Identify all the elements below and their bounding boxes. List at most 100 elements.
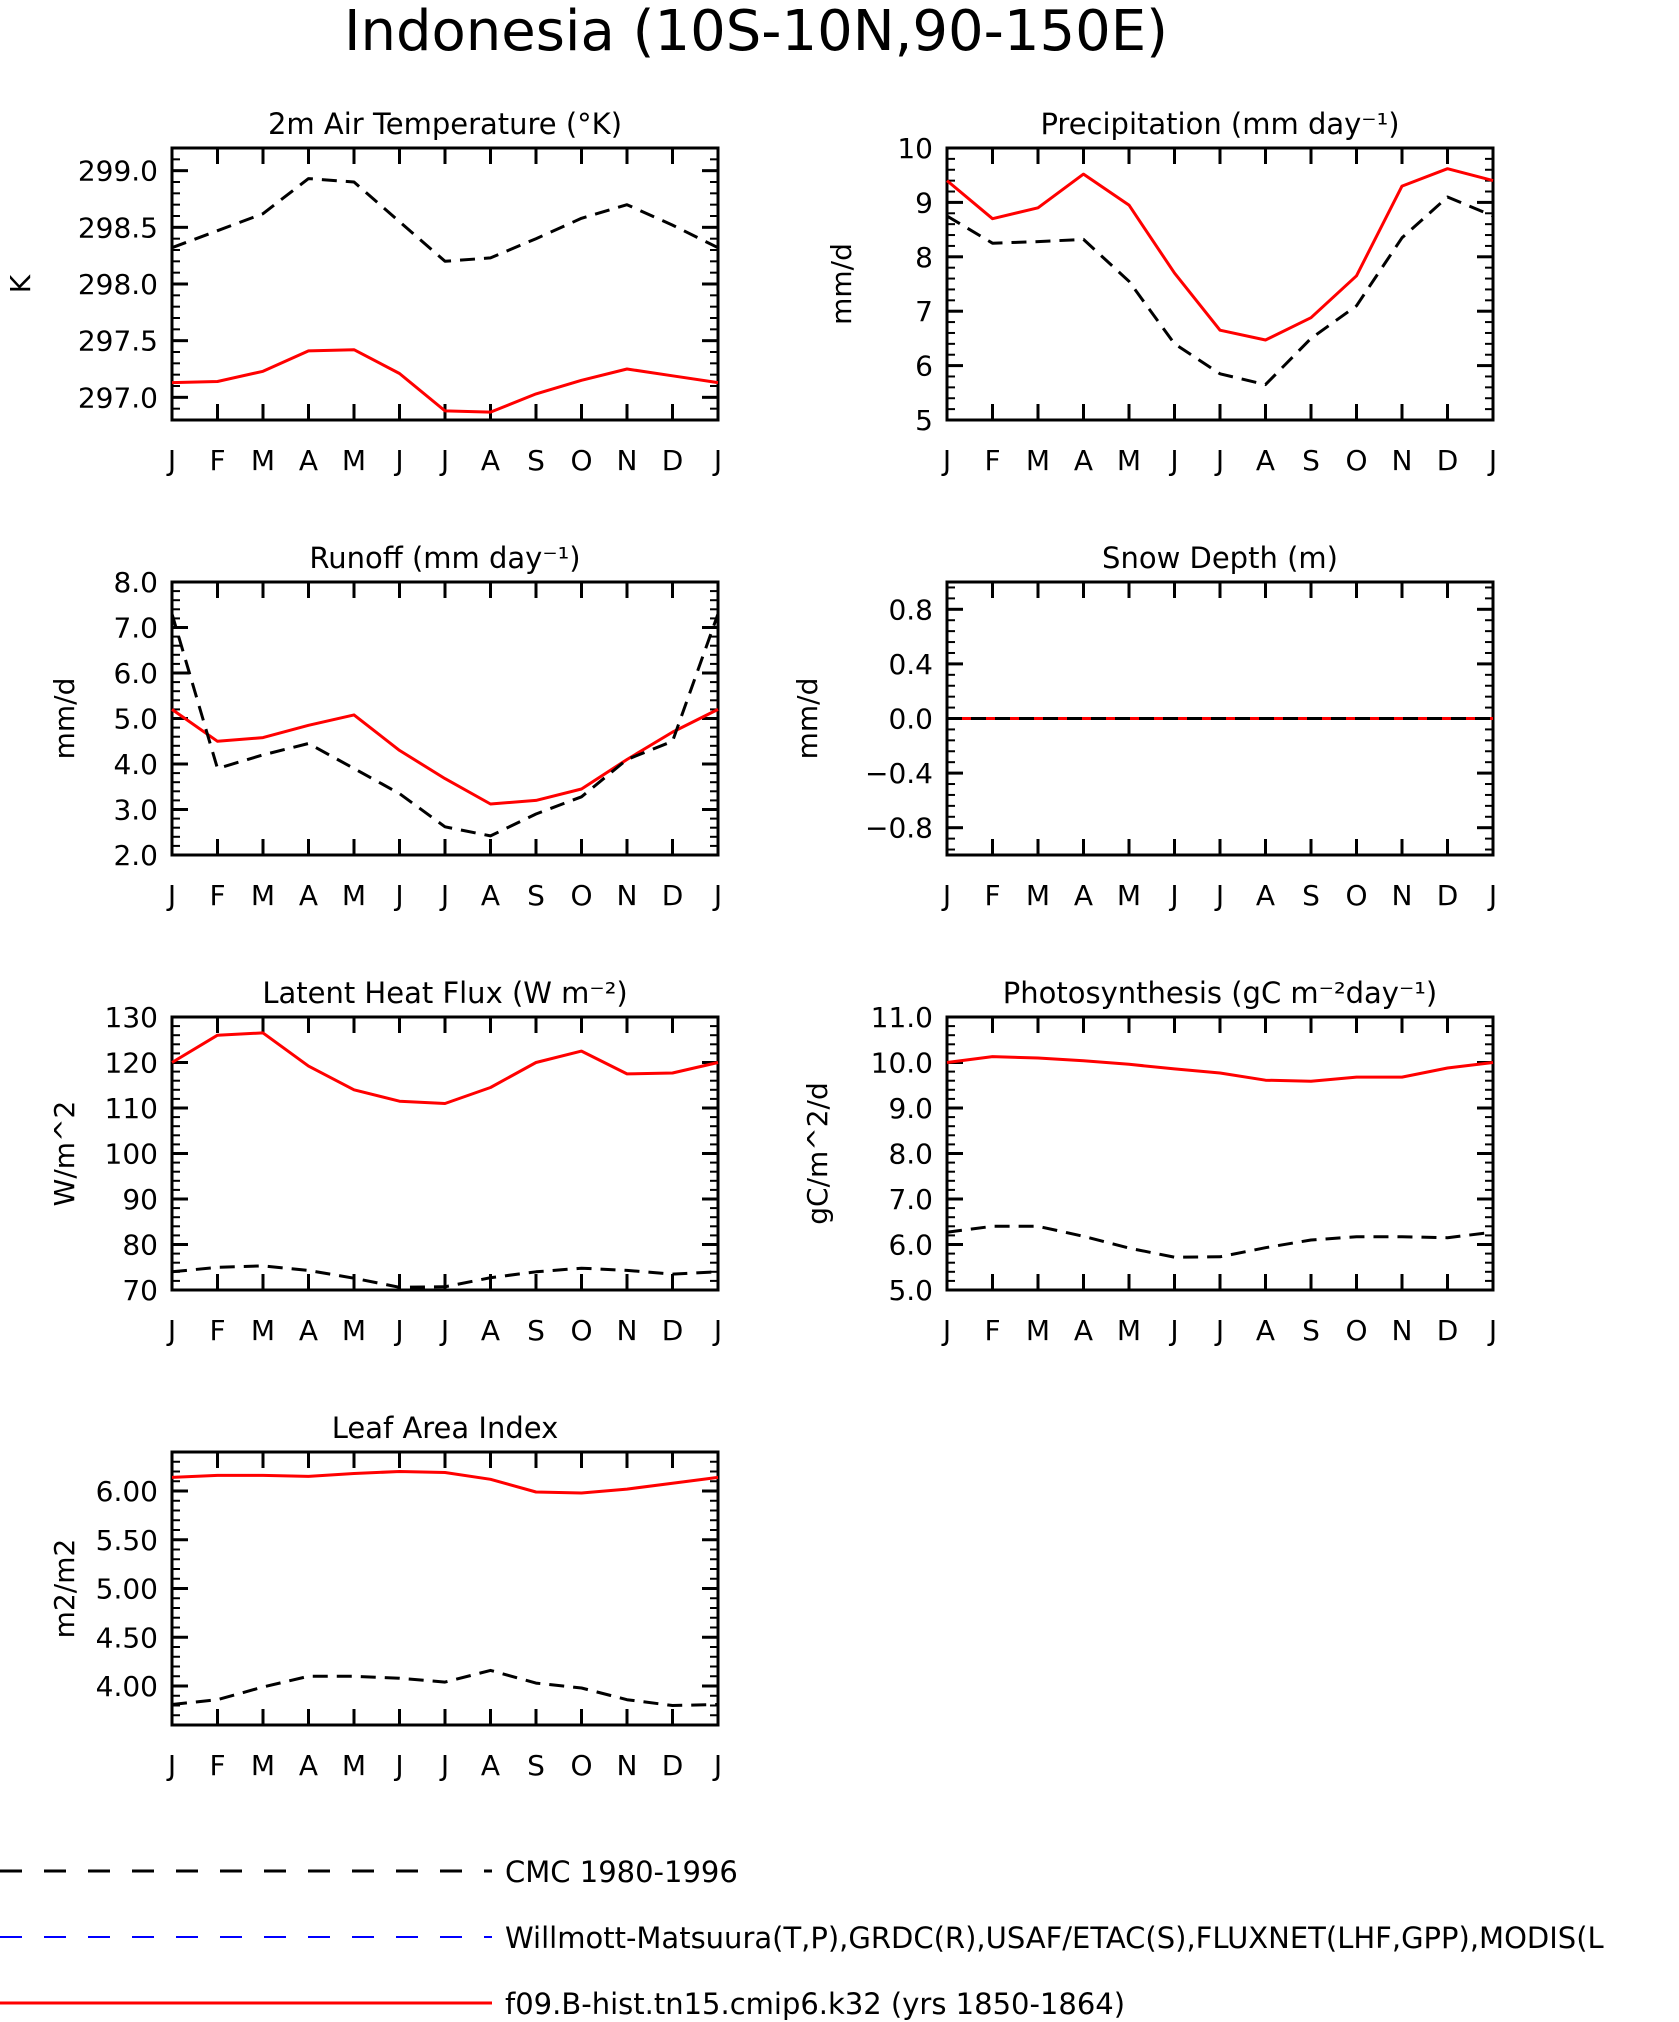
- x-tick-label: D: [662, 444, 684, 477]
- x-tick-label: F: [209, 1749, 225, 1782]
- series-line-cmc: [171, 1264, 719, 1289]
- y-tick-label: 7: [915, 295, 933, 328]
- y-tick-label: 11.0: [871, 1001, 933, 1034]
- series-line-model: [171, 708, 719, 806]
- x-tick-label: M: [342, 1314, 366, 1347]
- x-tick-label: F: [209, 879, 225, 912]
- y-tick-label: 70: [122, 1274, 158, 1307]
- x-tick-label: N: [1392, 879, 1413, 912]
- x-tick-label: J: [393, 444, 403, 477]
- x-tick-label: O: [570, 879, 592, 912]
- x-tick-label: A: [481, 1314, 500, 1347]
- y-axis-label: gC/m^2/d: [801, 1082, 834, 1225]
- x-tick-label: F: [984, 1314, 1000, 1347]
- x-tick-label: A: [299, 1314, 318, 1347]
- x-tick-label: N: [1392, 444, 1413, 477]
- y-tick-label: 5.00: [96, 1573, 158, 1606]
- y-tick-label: −0.4: [865, 757, 933, 790]
- x-tick-label: M: [1026, 444, 1050, 477]
- series-line-model: [946, 1055, 1494, 1083]
- series-line-model: [171, 1031, 719, 1105]
- y-tick-label: 120: [105, 1047, 158, 1080]
- x-tick-label: D: [662, 879, 684, 912]
- y-tick-label: 10: [897, 132, 933, 165]
- x-tick-label: J: [712, 879, 722, 912]
- x-tick-label: F: [209, 444, 225, 477]
- x-tick-label: M: [1026, 879, 1050, 912]
- chart-title: Runoff (mm day⁻¹): [309, 541, 580, 575]
- x-tick-label: S: [1302, 444, 1320, 477]
- y-axis-label: mm/d: [791, 678, 824, 760]
- chart-title: Precipitation (mm day⁻¹): [1040, 107, 1399, 141]
- x-tick-label: D: [1437, 444, 1459, 477]
- x-tick-label: J: [166, 1749, 176, 1782]
- series-line-cmc: [171, 177, 719, 263]
- x-tick-label: J: [166, 444, 176, 477]
- x-tick-label: J: [941, 879, 951, 912]
- x-tick-label: O: [570, 1314, 592, 1347]
- y-tick-label: 130: [105, 1001, 158, 1034]
- x-tick-label: J: [439, 1749, 449, 1782]
- x-tick-label: J: [712, 444, 722, 477]
- x-tick-label: N: [617, 879, 638, 912]
- chart-title: Photosynthesis (gC m⁻²day⁻¹): [1003, 976, 1437, 1010]
- x-tick-label: D: [662, 1749, 684, 1782]
- plot-frame: [170, 580, 720, 857]
- figure-title: Indonesia (10S-10N,90-150E): [344, 0, 1168, 64]
- y-axis-label: mm/d: [825, 243, 858, 325]
- x-tick-label: J: [941, 444, 951, 477]
- plot-frame: [170, 146, 720, 422]
- y-tick-label: 298.5: [78, 211, 158, 244]
- x-tick-label: D: [1437, 1314, 1459, 1347]
- x-tick-label: F: [209, 1314, 225, 1347]
- y-tick-label: 0.0: [888, 703, 933, 736]
- chart-panel-3: 2.03.04.05.06.07.08.0J F M A M J J A S O N D JRunoff…: [48, 541, 722, 912]
- y-tick-label: 4.50: [96, 1621, 158, 1654]
- y-tick-label: 0.4: [888, 648, 933, 681]
- x-tick-label: M: [1117, 879, 1141, 912]
- x-tick-label: S: [527, 879, 545, 912]
- series-line-model: [171, 348, 719, 414]
- chart-title: Leaf Area Index: [332, 1411, 558, 1445]
- series-line-cmc: [946, 195, 1494, 387]
- y-tick-label: 7.0: [888, 1183, 933, 1216]
- series-line-model: [171, 1470, 719, 1495]
- x-tick-label: N: [617, 1749, 638, 1782]
- x-tick-label: N: [617, 1314, 638, 1347]
- x-tick-label: S: [527, 1749, 545, 1782]
- x-tick-label: A: [299, 444, 318, 477]
- y-tick-label: 2.0: [113, 839, 158, 872]
- y-tick-label: 9.0: [888, 1092, 933, 1125]
- x-tick-label: J: [393, 1749, 403, 1782]
- x-tick-label: N: [617, 444, 638, 477]
- y-tick-label: 8.0: [888, 1138, 933, 1171]
- y-tick-label: 110: [105, 1092, 158, 1125]
- x-tick-label: J: [1214, 879, 1224, 912]
- x-tick-label: A: [299, 879, 318, 912]
- y-tick-label: 3.0: [113, 794, 158, 827]
- x-tick-label: O: [1345, 444, 1367, 477]
- y-tick-label: 100: [105, 1138, 158, 1171]
- x-tick-label: A: [299, 1749, 318, 1782]
- y-tick-label: 9: [915, 186, 933, 219]
- y-tick-label: 90: [122, 1183, 158, 1216]
- y-tick-label: 297.5: [78, 325, 158, 358]
- x-tick-label: A: [1074, 444, 1093, 477]
- x-tick-label: J: [712, 1314, 722, 1347]
- legend-label: f09.B-hist.tn15.cmip6.k32 (yrs 1850-1864…: [505, 1987, 1125, 2021]
- y-tick-label: 4.00: [96, 1670, 158, 1703]
- y-tick-label: 10.0: [871, 1047, 933, 1080]
- legend: CMC 1980-1996 Willmott-Matsuura(T,P),GRDC…: [0, 1855, 1604, 2021]
- y-tick-label: 8: [915, 241, 933, 274]
- x-tick-label: J: [1487, 444, 1497, 477]
- x-tick-label: M: [251, 444, 275, 477]
- x-tick-label: A: [1256, 1314, 1275, 1347]
- x-tick-label: D: [662, 1314, 684, 1347]
- y-tick-label: −0.8: [865, 812, 933, 845]
- x-tick-label: J: [393, 879, 403, 912]
- y-axis-label: mm/d: [48, 678, 81, 760]
- x-tick-label: O: [1345, 1314, 1367, 1347]
